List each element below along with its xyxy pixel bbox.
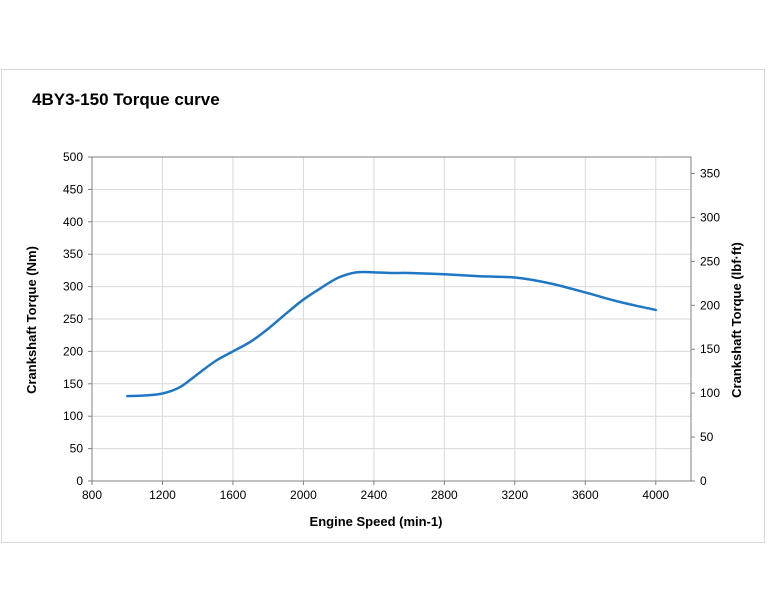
x-tick-label: 2400 (361, 488, 388, 502)
x-tick-label: 1200 (149, 488, 176, 502)
x-tick-label: 3600 (572, 488, 599, 502)
y-tick-label: 100 (63, 409, 83, 423)
y-right-tick-label: 100 (700, 386, 720, 400)
x-tick-label: 800 (82, 488, 102, 502)
y-tick-label: 450 (63, 182, 83, 196)
y-right-tick-label: 250 (700, 254, 720, 268)
x-tick-label: 4000 (642, 488, 669, 502)
y-tick-label: 350 (63, 247, 83, 261)
y-right-tick-label: 150 (700, 342, 720, 356)
y-right-tick-label: 350 (700, 167, 720, 181)
x-axis-label: Engine Speed (min-1) (310, 514, 443, 529)
x-tick-label: 1600 (220, 488, 247, 502)
x-tick-label: 3200 (501, 488, 528, 502)
x-tick-label: 2800 (431, 488, 458, 502)
y-right-tick-label: 200 (700, 298, 720, 312)
x-tick-label: 2000 (290, 488, 317, 502)
y-tick-label: 0 (76, 474, 83, 488)
y-right-tick-label: 0 (700, 474, 707, 488)
grid-lines (92, 157, 691, 481)
torque-series-line (125, 270, 658, 398)
y-tick-label: 300 (63, 280, 83, 294)
y-right-tick-label: 300 (700, 210, 720, 224)
y-tick-label: 150 (63, 377, 83, 391)
y-axis-right-label: Crankshaft Torque (lbf·ft) (729, 242, 744, 398)
chart-title: 4BY3-150 Torque curve (32, 90, 220, 109)
y-tick-label: 500 (63, 150, 83, 164)
y-tick-label: 50 (70, 442, 84, 456)
y-tick-label: 250 (63, 312, 83, 326)
y-tick-label: 400 (63, 215, 83, 229)
y-right-tick-label: 50 (700, 430, 714, 444)
y-axis-label: Crankshaft Torque (Nm) (24, 246, 39, 394)
y-tick-label: 200 (63, 344, 83, 358)
series-layer (125, 270, 658, 398)
